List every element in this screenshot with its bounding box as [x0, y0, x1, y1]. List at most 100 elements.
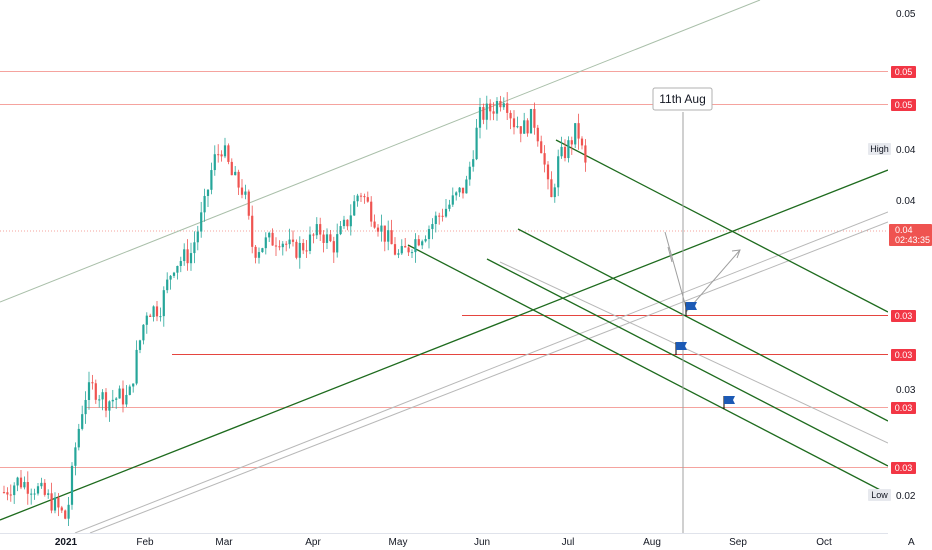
candle-body — [431, 224, 434, 230]
candle-body — [186, 249, 189, 264]
candle-body — [410, 252, 414, 254]
candle-body — [179, 261, 182, 266]
candle-body — [312, 234, 315, 236]
candle-body — [536, 127, 539, 142]
candle-body — [489, 103, 492, 112]
candle-body — [342, 219, 346, 227]
candle-body — [210, 170, 213, 190]
candle-body — [332, 241, 335, 253]
candle-body — [196, 231, 199, 243]
candle-body — [298, 242, 301, 258]
candle-body — [353, 201, 356, 216]
candle-body — [495, 101, 499, 114]
candle-body — [339, 226, 342, 235]
candle-body — [278, 246, 281, 248]
candle-body — [13, 485, 16, 496]
candle-body — [516, 126, 519, 128]
y-tick-label: 0.05 — [896, 9, 916, 20]
candle-body — [223, 145, 227, 157]
candle-body — [502, 103, 505, 108]
candle-body — [376, 227, 380, 232]
candle-body — [319, 224, 322, 235]
candle-body — [91, 382, 94, 384]
candle-body — [295, 241, 298, 258]
candle-body — [567, 140, 570, 159]
candle-body — [448, 204, 451, 209]
time-axis[interactable]: 2021 Feb Mar Apr May Jun Jul Aug Sep Oct — [55, 537, 832, 548]
candle-body — [142, 324, 145, 341]
x-tick-label: Jul — [562, 537, 575, 548]
candle-body — [557, 156, 560, 188]
candle-body — [397, 253, 400, 255]
channel-lower-line-2 — [89, 221, 888, 533]
candle-body — [400, 246, 403, 254]
candle-body — [540, 141, 543, 154]
candle-body — [257, 252, 261, 258]
candle-body — [451, 195, 454, 205]
candle-body — [492, 111, 495, 114]
candle-body — [47, 493, 50, 495]
candle-body — [356, 195, 359, 202]
candle-body — [325, 234, 329, 243]
high-label-value: 0.04 — [896, 145, 916, 156]
candle-body — [138, 340, 142, 350]
candle-body — [468, 166, 471, 180]
current-price-tag: 0.04 02:43:35 — [889, 224, 932, 246]
candle-body — [19, 477, 23, 488]
candle-body — [264, 237, 267, 249]
descending-channel-top — [555, 139, 888, 313]
candle-body — [251, 215, 254, 247]
candle-body — [336, 234, 339, 253]
candle-body — [329, 234, 332, 242]
candle-body — [135, 349, 138, 384]
channel-upper-line — [0, 0, 761, 303]
x-tick-label: Sep — [729, 537, 747, 548]
candle-body — [302, 242, 305, 251]
candle-body — [533, 108, 536, 128]
candle-body — [444, 208, 448, 217]
candle-body — [577, 123, 580, 139]
candle-body — [380, 225, 383, 232]
level-tag: 0.03 — [895, 403, 913, 413]
candle-body — [2, 492, 6, 494]
x-tick-label: 2021 — [55, 537, 78, 548]
candle-body — [366, 197, 369, 202]
auto-scale-button[interactable]: A — [908, 537, 915, 548]
x-tick-label: May — [389, 537, 408, 548]
candle-body — [67, 504, 70, 519]
high-label-name: High — [870, 144, 889, 154]
x-tick-label: Oct — [816, 537, 832, 548]
candle-body — [104, 392, 108, 411]
candle-body — [247, 191, 250, 216]
candle-body — [81, 414, 84, 429]
candle-body — [478, 107, 482, 128]
candle-body — [234, 171, 237, 176]
date-annotation[interactable]: 11th Aug — [652, 87, 713, 111]
candle-body — [580, 138, 584, 146]
candle-body — [512, 118, 516, 128]
channel-lower-line-1 — [74, 211, 888, 533]
projection-arrowhead — [731, 249, 741, 259]
candle-body — [64, 510, 67, 519]
candle-body — [315, 224, 318, 236]
candle-body — [26, 482, 29, 494]
x-tick-label: Mar — [215, 537, 233, 548]
price-axis[interactable]: 0.05 0.04 0.03 — [896, 9, 916, 396]
candle-body — [509, 112, 512, 119]
annotation-text: 11th Aug — [659, 92, 706, 106]
candle-body — [441, 215, 444, 217]
candle-body — [145, 315, 148, 325]
candle-body — [60, 507, 63, 511]
candle-body — [455, 192, 458, 196]
candle-body — [6, 492, 9, 495]
low-label-value: 0.02 — [896, 491, 916, 502]
candle-body — [183, 249, 186, 262]
projection-path — [664, 231, 741, 313]
candle-body — [33, 493, 36, 495]
level-tag: 0.03 — [895, 463, 913, 473]
candle-body — [519, 126, 522, 134]
candle-body — [36, 486, 40, 494]
descending-channel-mid — [517, 228, 888, 422]
candle-body — [40, 482, 43, 487]
